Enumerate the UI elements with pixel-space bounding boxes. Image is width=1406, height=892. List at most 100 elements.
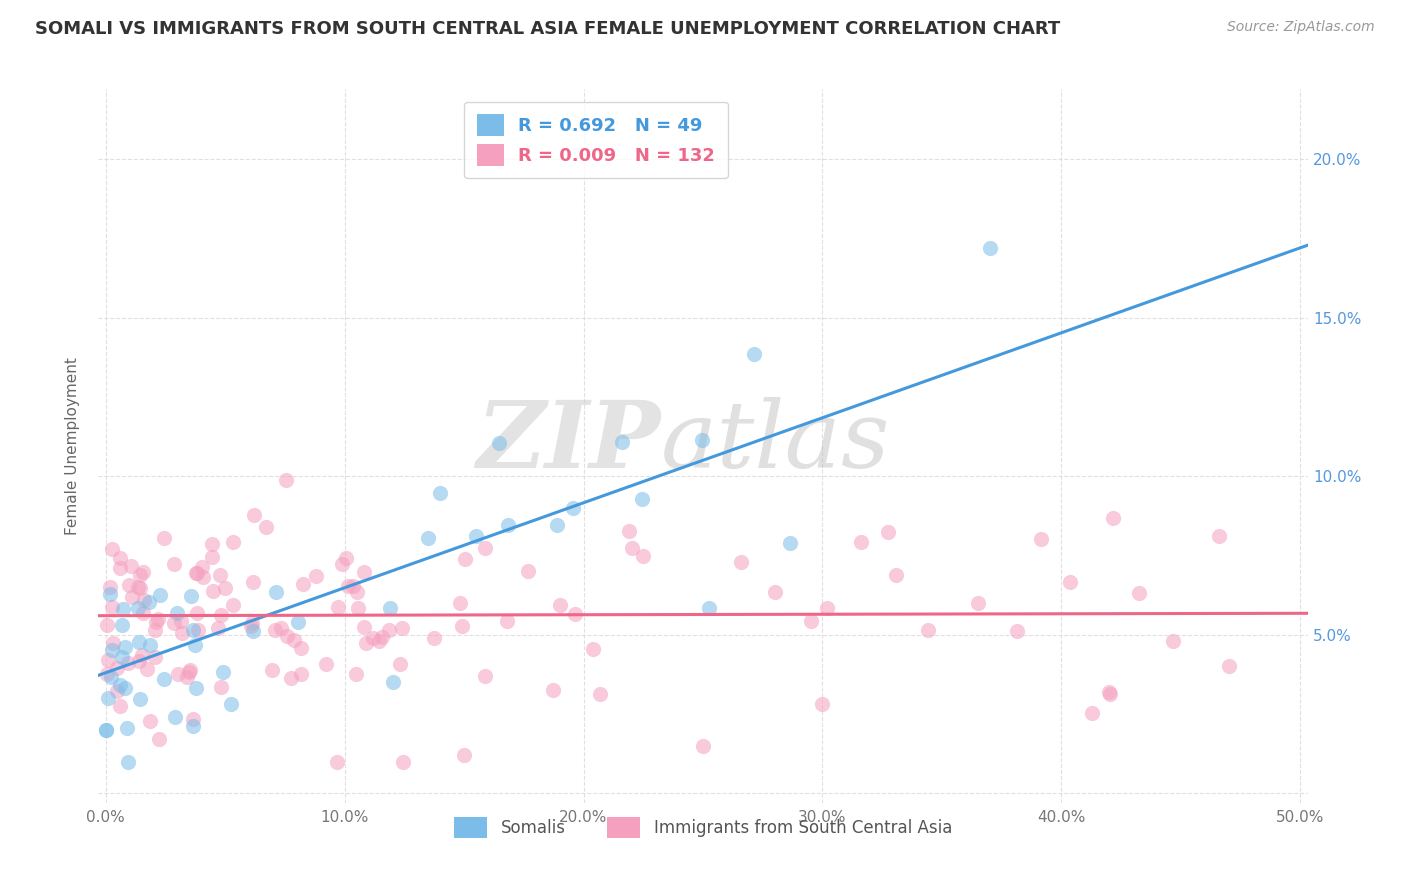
- Point: [730, 555, 752, 569]
- Point: [222, 534, 245, 549]
- Point: [305, 569, 328, 583]
- Point: [101, 599, 124, 614]
- Point: [166, 606, 188, 620]
- Point: [97, 653, 120, 667]
- Point: [108, 551, 131, 566]
- Point: [149, 588, 172, 602]
- Point: [548, 598, 571, 612]
- Text: Source: ZipAtlas.com: Source: ZipAtlas.com: [1227, 20, 1375, 34]
- Point: [815, 601, 838, 615]
- Point: [212, 665, 235, 679]
- Point: [276, 473, 298, 487]
- Point: [1208, 529, 1230, 543]
- Point: [474, 541, 496, 556]
- Point: [315, 657, 337, 671]
- Point: [121, 590, 143, 604]
- Point: [453, 748, 475, 763]
- Point: [465, 529, 488, 543]
- Point: [917, 623, 939, 637]
- Point: [1163, 634, 1185, 648]
- Point: [1098, 685, 1121, 699]
- Point: [337, 579, 360, 593]
- Point: [541, 682, 564, 697]
- Point: [132, 606, 155, 620]
- Point: [1218, 659, 1240, 673]
- Point: [100, 670, 122, 684]
- Point: [170, 626, 193, 640]
- Point: [94, 723, 117, 737]
- Point: [367, 633, 389, 648]
- Point: [1099, 687, 1122, 701]
- Point: [184, 638, 207, 652]
- Point: [243, 508, 266, 522]
- Point: [496, 517, 519, 532]
- Point: [94, 723, 117, 737]
- Point: [342, 579, 364, 593]
- Point: [254, 520, 277, 534]
- Point: [391, 621, 413, 635]
- Point: [697, 600, 720, 615]
- Point: [187, 624, 209, 638]
- Point: [111, 650, 134, 665]
- Point: [610, 435, 633, 450]
- Point: [184, 566, 207, 581]
- Point: [179, 664, 201, 678]
- Point: [353, 620, 375, 634]
- Point: [451, 618, 474, 632]
- Point: [132, 593, 155, 607]
- Point: [546, 517, 568, 532]
- Point: [214, 581, 236, 595]
- Point: [344, 666, 367, 681]
- Point: [105, 684, 128, 698]
- Point: [290, 641, 312, 656]
- Point: [153, 531, 176, 545]
- Point: [211, 608, 233, 623]
- Point: [115, 722, 138, 736]
- Point: [979, 241, 1001, 255]
- Point: [201, 537, 224, 551]
- Point: [166, 666, 188, 681]
- Point: [1059, 574, 1081, 589]
- Point: [290, 666, 312, 681]
- Point: [97, 691, 120, 706]
- Point: [152, 673, 174, 687]
- Point: [335, 551, 357, 566]
- Point: [207, 621, 229, 635]
- Point: [262, 663, 284, 677]
- Point: [1029, 532, 1052, 546]
- Point: [128, 654, 150, 668]
- Point: [454, 551, 477, 566]
- Point: [264, 624, 287, 638]
- Point: [877, 524, 900, 539]
- Point: [630, 492, 652, 507]
- Point: [201, 550, 224, 565]
- Point: [291, 576, 314, 591]
- Point: [190, 560, 212, 574]
- Point: [96, 617, 118, 632]
- Point: [742, 347, 765, 361]
- Point: [242, 575, 264, 590]
- Point: [378, 623, 401, 637]
- Y-axis label: Female Unemployment: Female Unemployment: [65, 357, 80, 535]
- Point: [239, 619, 262, 633]
- Point: [193, 570, 215, 584]
- Point: [276, 629, 298, 643]
- Point: [347, 600, 370, 615]
- Point: [370, 630, 392, 644]
- Point: [240, 615, 263, 630]
- Point: [163, 709, 186, 723]
- Point: [496, 615, 519, 629]
- Text: SOMALI VS IMMIGRANTS FROM SOUTH CENTRAL ASIA FEMALE UNEMPLOYMENT CORRELATION CHA: SOMALI VS IMMIGRANTS FROM SOUTH CENTRAL …: [35, 20, 1060, 37]
- Point: [138, 594, 160, 608]
- Point: [382, 675, 405, 690]
- Point: [129, 692, 152, 706]
- Point: [181, 624, 204, 638]
- Point: [114, 640, 136, 655]
- Point: [186, 566, 208, 580]
- Point: [120, 559, 142, 574]
- Point: [354, 636, 377, 650]
- Point: [139, 638, 162, 652]
- Text: atlas: atlas: [661, 398, 890, 487]
- Point: [346, 584, 368, 599]
- Point: [117, 657, 139, 671]
